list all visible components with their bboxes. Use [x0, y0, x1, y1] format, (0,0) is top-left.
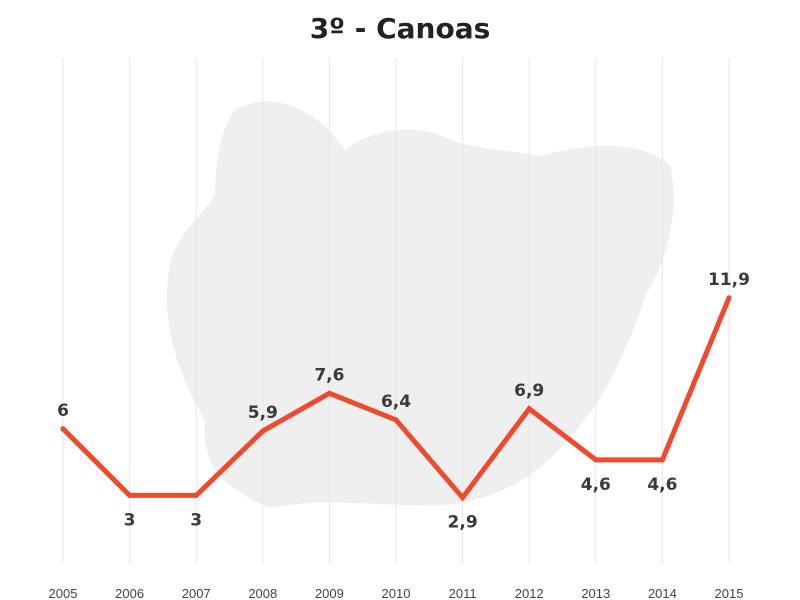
data-point-2005: [60, 426, 66, 432]
data-label-2013: 4,6: [581, 475, 611, 495]
data-label-2007: 3: [190, 510, 202, 530]
data-label-2009: 7,6: [314, 365, 344, 385]
x-tick-label-2007: 2007: [182, 586, 211, 600]
map-silhouette: [166, 101, 674, 508]
data-label-2014: 4,6: [647, 475, 677, 495]
data-point-2011: [460, 495, 466, 501]
data-label-2011: 2,9: [448, 513, 478, 533]
data-label-2012: 6,9: [514, 381, 544, 401]
x-tick-label-2006: 2006: [115, 586, 144, 600]
data-point-2013: [593, 457, 599, 463]
data-label-2015: 11,9: [708, 270, 750, 290]
data-point-2009: [326, 390, 332, 396]
data-point-2006: [127, 492, 133, 498]
x-tick-label-2008: 2008: [248, 586, 277, 600]
data-point-2012: [526, 406, 532, 412]
x-tick-label-2009: 2009: [315, 586, 344, 600]
x-tick-label-2015: 2015: [715, 586, 744, 600]
chart-title: 3º - Canoas: [309, 12, 491, 45]
x-tick-label-2014: 2014: [648, 586, 677, 600]
x-tick-label-2012: 2012: [515, 586, 544, 600]
data-point-2010: [393, 417, 399, 423]
data-label-2006: 3: [124, 510, 136, 530]
data-label-2010: 6,4: [381, 392, 411, 412]
data-label-2008: 5,9: [248, 403, 278, 423]
x-tick-label-2013: 2013: [581, 586, 610, 600]
data-point-2015: [726, 295, 732, 301]
x-tick-label-2011: 2011: [449, 586, 477, 600]
x-tick-label-2010: 2010: [382, 586, 411, 600]
data-point-2008: [260, 428, 266, 434]
data-point-2007: [193, 492, 199, 498]
data-label-2005: 6: [57, 401, 69, 421]
x-tick-label-2005: 2005: [49, 586, 78, 600]
data-point-2014: [659, 457, 665, 463]
